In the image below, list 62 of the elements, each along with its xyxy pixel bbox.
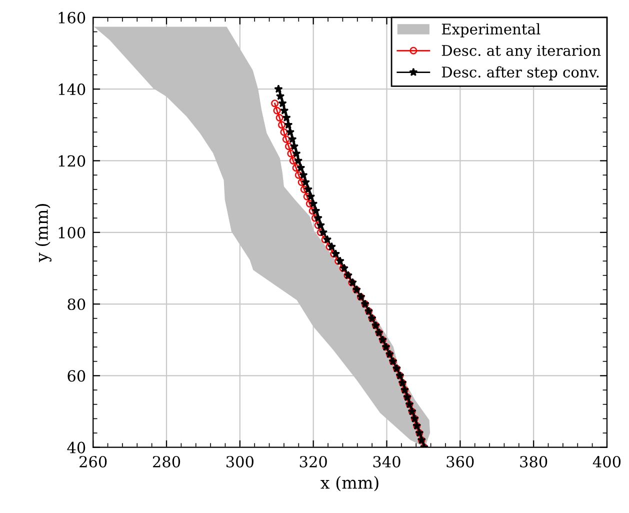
point bbox=[322, 235, 332, 244]
point bbox=[311, 214, 319, 222]
y-tick-label: 160 bbox=[58, 12, 86, 24]
point bbox=[316, 228, 324, 236]
legend-label: Desc. after step conv. bbox=[442, 66, 599, 80]
point bbox=[321, 236, 329, 244]
point bbox=[276, 92, 285, 100]
point bbox=[289, 156, 297, 164]
y-tick-label: 120 bbox=[58, 155, 86, 167]
point bbox=[294, 171, 302, 179]
y-axis-title: y (mm) bbox=[35, 204, 52, 262]
point bbox=[304, 184, 313, 194]
x-tick-label: 360 bbox=[446, 456, 474, 468]
y-tick-label: 140 bbox=[58, 84, 86, 96]
point bbox=[292, 149, 301, 158]
point bbox=[274, 84, 283, 93]
point bbox=[286, 128, 295, 136]
y-tick-label: 100 bbox=[58, 226, 86, 238]
point bbox=[300, 186, 308, 194]
point bbox=[318, 228, 328, 236]
x-tick-label: 400 bbox=[592, 456, 621, 468]
point bbox=[276, 114, 284, 122]
point bbox=[284, 120, 293, 129]
x-axis-title: x (mm) bbox=[320, 476, 378, 492]
legend-label: Experimental bbox=[442, 23, 540, 38]
point bbox=[296, 163, 306, 172]
point bbox=[299, 170, 308, 179]
point bbox=[282, 135, 290, 143]
y-tick-label: 40 bbox=[67, 442, 86, 454]
y-tick-label: 60 bbox=[68, 370, 86, 382]
point bbox=[331, 249, 340, 258]
x-tick-label: 260 bbox=[80, 456, 107, 468]
point bbox=[278, 121, 286, 129]
point bbox=[301, 178, 310, 186]
point bbox=[280, 106, 289, 114]
point bbox=[309, 199, 318, 208]
point bbox=[312, 206, 320, 215]
y-tick-label: 80 bbox=[68, 298, 86, 310]
point bbox=[278, 98, 287, 108]
point bbox=[306, 192, 316, 200]
point bbox=[292, 164, 300, 172]
point bbox=[273, 106, 281, 114]
x-tick-label: 320 bbox=[300, 456, 327, 468]
point bbox=[294, 156, 303, 165]
point bbox=[316, 220, 325, 230]
point bbox=[271, 100, 279, 108]
x-tick-label: 280 bbox=[152, 456, 180, 468]
point bbox=[314, 214, 322, 222]
x-tick-label: 380 bbox=[520, 456, 548, 468]
point bbox=[314, 221, 322, 229]
point bbox=[287, 150, 295, 158]
point bbox=[298, 178, 306, 186]
point bbox=[308, 207, 316, 215]
point bbox=[284, 142, 292, 150]
legend-label: Desc. at any iterarion bbox=[442, 45, 601, 59]
point bbox=[288, 134, 297, 144]
point bbox=[280, 128, 288, 136]
point bbox=[282, 113, 291, 122]
point bbox=[327, 242, 336, 251]
x-tick-label: 340 bbox=[373, 456, 400, 468]
point bbox=[290, 142, 299, 150]
x-tick-label: 300 bbox=[226, 456, 254, 468]
